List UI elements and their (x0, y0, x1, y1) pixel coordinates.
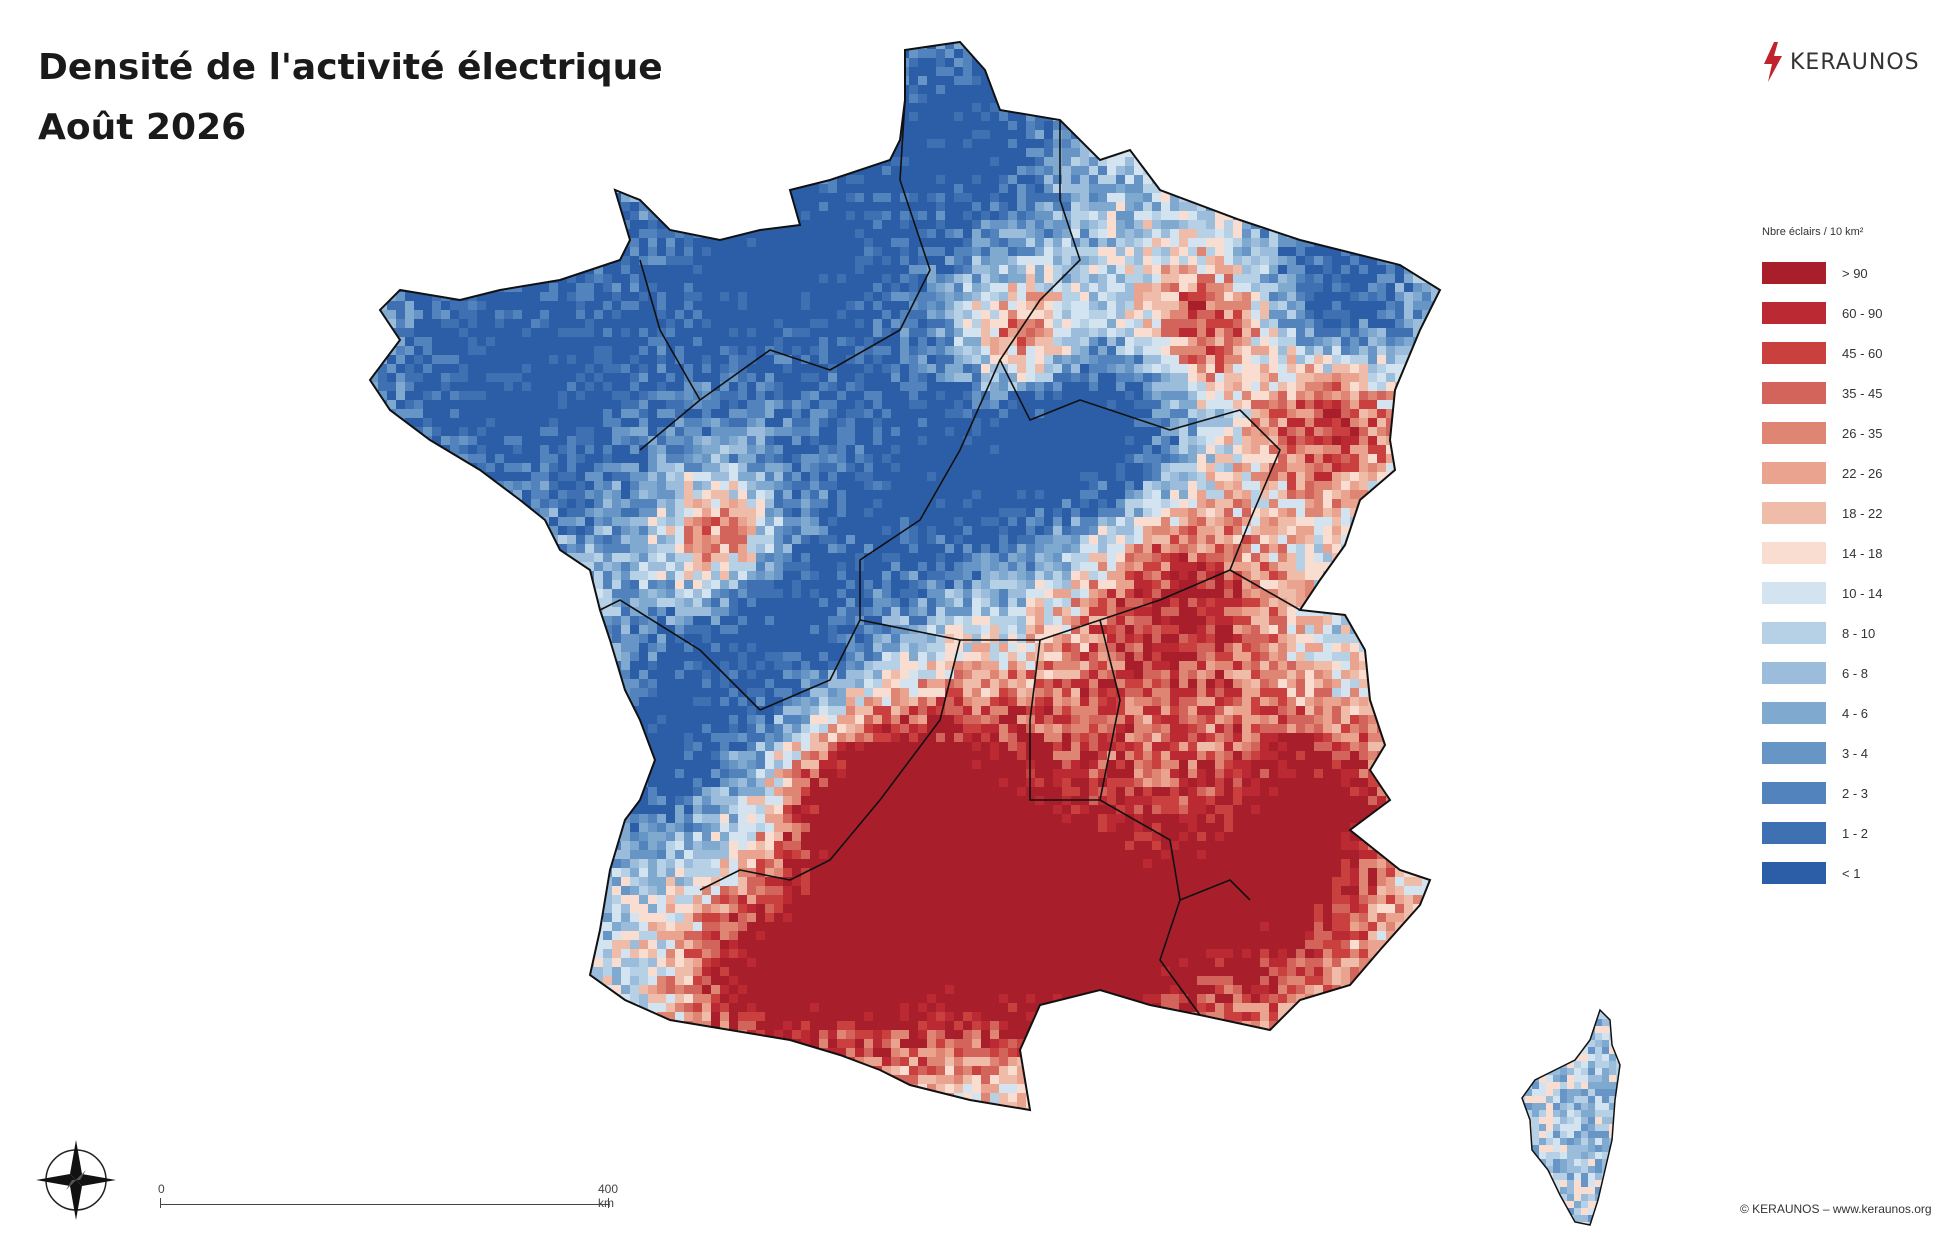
legend-swatch (1762, 422, 1826, 444)
legend-item: 6 - 8 (1762, 662, 1868, 684)
scale-end-label: 400 km (598, 1182, 619, 1210)
legend-swatch (1762, 782, 1826, 804)
legend-swatch (1762, 702, 1826, 724)
copyright-text: © KERAUNOS – www.keraunos.org (1740, 1202, 1932, 1216)
scale-line (160, 1204, 610, 1205)
legend-swatch (1762, 502, 1826, 524)
legend-swatch (1762, 822, 1826, 844)
legend-label: 2 - 3 (1842, 785, 1869, 801)
legend-swatch (1762, 342, 1826, 364)
scale-tick-start (160, 1198, 161, 1208)
legend-label: 18 - 22 (1842, 505, 1883, 521)
legend-item: 4 - 6 (1762, 702, 1868, 724)
legend-swatch (1762, 462, 1826, 484)
legend-label: 22 - 26 (1842, 465, 1883, 481)
legend-item: 3 - 4 (1762, 742, 1868, 764)
legend-swatch (1762, 542, 1826, 564)
legend-swatch (1762, 582, 1826, 604)
legend-swatch (1762, 662, 1826, 684)
legend-swatch (1762, 862, 1826, 884)
legend-item: 35 - 45 (1762, 382, 1882, 404)
legend-label: 35 - 45 (1842, 385, 1883, 401)
legend-item: 18 - 22 (1762, 502, 1882, 524)
legend-item: 8 - 10 (1762, 622, 1875, 644)
legend-label: 8 - 10 (1842, 625, 1876, 641)
legend-label: 14 - 18 (1842, 545, 1883, 561)
legend-item: 22 - 26 (1762, 462, 1882, 484)
legend-label: < 1 (1842, 865, 1861, 881)
keraunos-logo: KERAUNOS (1762, 42, 1920, 82)
legend-title: Nbre éclairs / 10 km² (1762, 226, 1864, 238)
scale-tick-end (608, 1198, 609, 1208)
legend-label: > 90 (1842, 265, 1868, 281)
legend-swatch (1762, 742, 1826, 764)
france-mainland (370, 42, 1440, 1110)
legend-item: 2 - 3 (1762, 782, 1868, 804)
map-outline (368, 40, 1621, 1226)
legend-item: > 90 (1762, 262, 1868, 284)
legend-label: 6 - 8 (1842, 665, 1869, 681)
legend: Nbre éclairs / 10 km² > 90 60 - 90 45 - 60… (1762, 226, 1912, 884)
lightning-bolt-icon (1764, 42, 1782, 82)
legend-item: 60 - 90 (1762, 302, 1882, 324)
legend-swatch (1762, 622, 1826, 644)
legend-swatch (1762, 382, 1826, 404)
title-line-1: Densité de l'activité électrique (38, 47, 663, 88)
legend-item: 45 - 60 (1762, 342, 1882, 364)
legend-item: < 1 (1762, 862, 1860, 884)
legend-item: 1 - 2 (1762, 822, 1868, 844)
legend-label: 60 - 90 (1842, 305, 1883, 321)
title-line-2: Août 2026 (38, 107, 247, 148)
legend-swatch (1762, 262, 1826, 284)
legend-swatch (1762, 302, 1826, 324)
legend-item: 14 - 18 (1762, 542, 1882, 564)
map-title: Densité de l'activité électrique Août 20… (38, 38, 663, 158)
scale-bar: 0 400 km (158, 1182, 618, 1212)
compass-rose-icon (36, 1140, 116, 1220)
legend-label: 26 - 35 (1842, 425, 1883, 441)
legend-label: 4 - 6 (1842, 705, 1869, 721)
legend-label: 45 - 60 (1842, 345, 1883, 361)
scale-start-label: 0 (158, 1182, 165, 1196)
legend-label: 10 - 14 (1842, 585, 1883, 601)
legend-item: 26 - 35 (1762, 422, 1882, 444)
legend-label: 3 - 4 (1842, 745, 1869, 761)
legend-item: 10 - 14 (1762, 582, 1882, 604)
legend-label: 1 - 2 (1842, 825, 1869, 841)
logo-text: KERAUNOS (1790, 49, 1920, 75)
